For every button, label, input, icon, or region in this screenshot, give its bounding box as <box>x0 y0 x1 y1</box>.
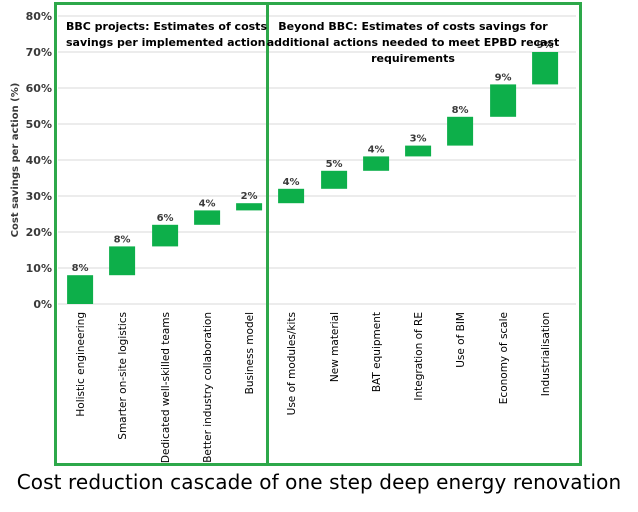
panel-title-beyond: Beyond BBC: Estimates of costs savings f… <box>278 20 548 33</box>
bar <box>278 188 305 204</box>
bar <box>447 116 474 146</box>
category-label: New material <box>329 312 341 382</box>
data-labels: 8% 8% 6% 4% 2% 4% 5% 4% 3% 8% 9% 9% <box>72 40 554 274</box>
y-tick-label: 0% <box>33 298 52 311</box>
y-tick-label: 40% <box>26 154 52 167</box>
bar <box>152 224 179 247</box>
category-labels: Holistic engineering Smarter on-site logi… <box>75 312 552 463</box>
data-label: 9% <box>537 40 554 51</box>
y-axis-label: Cost savings per action (%) <box>10 83 21 238</box>
y-tick-label: 10% <box>26 262 52 275</box>
category-label: Economy of scale <box>498 312 510 404</box>
y-axis-ticks: 0% 10% 20% 30% 40% 50% 60% 70% 80% <box>26 10 52 311</box>
category-label: Use of BIM <box>455 312 467 368</box>
y-tick-label: 60% <box>26 82 52 95</box>
bars <box>67 52 559 304</box>
data-label: 8% <box>452 105 469 116</box>
bar <box>363 156 390 171</box>
panel-title-bbc: BBC projects: Estimates of costs <box>66 20 267 33</box>
data-label: 5% <box>326 159 343 170</box>
panel-frame-beyond <box>266 2 582 466</box>
data-label: 6% <box>157 213 174 224</box>
gridlines <box>58 15 576 305</box>
data-label: 8% <box>114 234 131 245</box>
bar <box>532 52 559 85</box>
data-label: 4% <box>368 144 385 155</box>
y-tick-label: 50% <box>26 118 52 131</box>
data-label: 8% <box>72 263 89 274</box>
bar <box>405 145 432 157</box>
panel-titles: BBC projects: Estimates of costs savings … <box>66 20 559 65</box>
figure-caption: Cost reduction cascade of one step deep … <box>16 470 622 494</box>
category-label: Better industry collaboration <box>202 312 214 463</box>
category-label: BAT equipment <box>371 312 383 392</box>
data-label: 4% <box>199 198 216 209</box>
y-tick-label: 20% <box>26 226 52 239</box>
category-label: Use of modules/kits <box>286 312 298 415</box>
y-tick-label: 80% <box>26 10 52 23</box>
panel-title-bbc: savings per implemented action <box>66 36 265 49</box>
data-label: 2% <box>241 191 258 202</box>
category-label: Industrialisation <box>540 312 552 396</box>
bar <box>490 84 517 117</box>
data-label: 9% <box>495 72 512 83</box>
bar <box>109 246 136 276</box>
panel-title-beyond: requirements <box>371 52 455 65</box>
bar <box>194 210 221 225</box>
category-label: Smarter on-site logistics <box>117 312 129 440</box>
category-label: Business model <box>244 312 256 394</box>
category-label: Integration of RE <box>413 312 425 401</box>
panel-title-beyond: additional actions needed to meet EPBD r… <box>267 36 560 49</box>
category-label: Holistic engineering <box>75 312 87 417</box>
data-label: 4% <box>283 177 300 188</box>
category-label: Dedicated well-skilled teams <box>160 312 172 463</box>
bar <box>236 203 263 211</box>
bar <box>321 170 348 189</box>
panel-frames <box>54 2 582 466</box>
y-tick-label: 30% <box>26 190 52 203</box>
y-tick-label: 70% <box>26 46 52 59</box>
bar <box>67 275 94 304</box>
data-label: 3% <box>410 134 427 145</box>
